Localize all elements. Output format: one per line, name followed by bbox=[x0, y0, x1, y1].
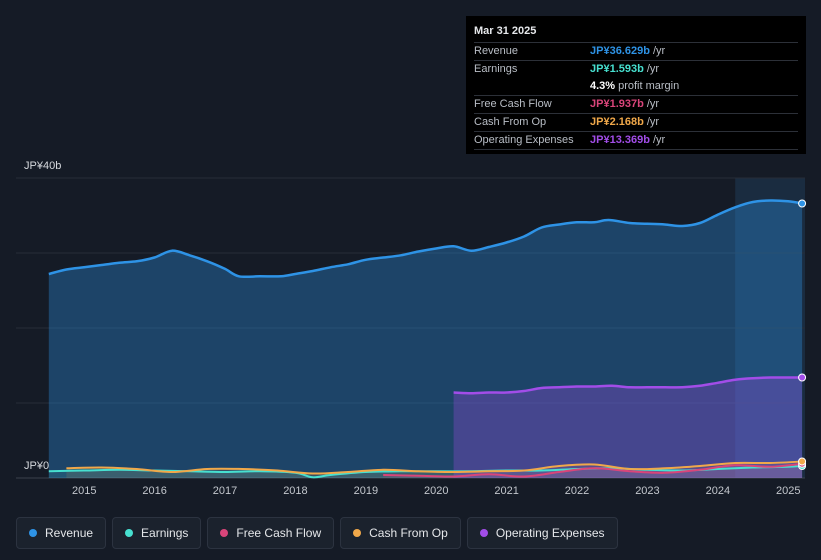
revenue-area bbox=[48, 200, 803, 479]
legend-item-earnings[interactable]: Earnings bbox=[112, 517, 202, 549]
tooltip-panel: Mar 31 2025 Revenue JP¥36.629b/yr Earnings… bbox=[466, 16, 806, 154]
tooltip-row-label: Cash From Op bbox=[474, 116, 547, 128]
revenue-end-marker bbox=[798, 199, 807, 208]
x-tick-label-2018: 2018 bbox=[283, 485, 308, 497]
legend-dot-icon bbox=[125, 529, 134, 537]
tooltip-row-value: JP¥1.593b bbox=[590, 63, 644, 75]
operating-expenses-line bbox=[453, 376, 803, 395]
x-tick-label-2022: 2022 bbox=[564, 485, 590, 497]
tooltip-row-unit: /yr bbox=[646, 116, 660, 128]
legend-item-free-cash-flow[interactable]: Free Cash Flow bbox=[207, 517, 335, 549]
x-tick-label-2023: 2023 bbox=[635, 485, 660, 497]
tooltip-row: Operating Expenses JP¥13.369b/yr bbox=[474, 132, 798, 150]
chart-area bbox=[16, 177, 807, 479]
legend-label: Revenue bbox=[45, 526, 94, 540]
tooltip-row: Cash From Op JP¥2.168b/yr bbox=[474, 114, 798, 132]
tooltip-row: Free Cash Flow JP¥1.937b/yr bbox=[474, 96, 798, 114]
tooltip-row: Earnings JP¥1.593b/yr bbox=[474, 61, 798, 78]
tooltip-row-label: Free Cash Flow bbox=[474, 98, 552, 110]
x-tick-label-2015: 2015 bbox=[72, 485, 97, 497]
tooltip-row: 4.3% profit margin bbox=[474, 78, 798, 96]
legend-label: Free Cash Flow bbox=[236, 526, 322, 540]
tooltip-row-label: Operating Expenses bbox=[474, 134, 574, 146]
tooltip-row-value: JP¥13.369b bbox=[590, 134, 650, 146]
tooltip-row-label: Earnings bbox=[474, 63, 518, 75]
cash-from-op-area bbox=[66, 461, 803, 478]
legend-label: Cash From Op bbox=[369, 526, 448, 540]
revenue-line bbox=[48, 199, 803, 279]
tooltip-row-value: JP¥2.168b bbox=[590, 116, 644, 128]
legend-label: Operating Expenses bbox=[495, 526, 605, 540]
tooltip-row-unit: /yr bbox=[646, 98, 660, 110]
tooltip-date: Mar 31 2025 bbox=[474, 24, 798, 43]
legend-dot-icon bbox=[353, 529, 362, 537]
tooltip-row-unit: /yr bbox=[652, 45, 666, 57]
x-tick-label-2017: 2017 bbox=[212, 485, 238, 497]
tooltip-row-label bbox=[474, 78, 590, 95]
y-tick-label-top: JP¥40b bbox=[24, 160, 62, 172]
x-tick-label-2019: 2019 bbox=[353, 485, 379, 497]
cash-from-op-end-marker bbox=[798, 457, 807, 466]
legend-item-revenue[interactable]: Revenue bbox=[16, 517, 107, 549]
legend-label: Earnings bbox=[141, 526, 189, 540]
y-tick-label-zero: JP¥0 bbox=[24, 460, 50, 472]
legend-dot-icon bbox=[479, 529, 488, 537]
x-tick-label-2020: 2020 bbox=[424, 485, 449, 497]
tooltip-row-value: JP¥36.629b bbox=[590, 45, 650, 57]
legend-item-operating-expenses[interactable]: Operating Expenses bbox=[466, 517, 618, 549]
free-cash-flow-line bbox=[383, 462, 803, 478]
series-areas bbox=[48, 200, 803, 479]
tooltip-row-unit: /yr bbox=[652, 134, 666, 146]
operating-expenses-area bbox=[453, 377, 803, 478]
x-tick-label-2021: 2021 bbox=[494, 485, 519, 497]
legend-dot-icon bbox=[220, 529, 229, 537]
tooltip-row-value: 4.3% bbox=[590, 80, 616, 92]
cash-from-op-line bbox=[66, 460, 803, 475]
legend: Revenue Earnings Free Cash Flow Cash From O… bbox=[16, 517, 618, 549]
tooltip-row-unit: profit margin bbox=[618, 80, 680, 92]
legend-dot-icon bbox=[29, 529, 37, 537]
tooltip-row-label: Revenue bbox=[474, 45, 519, 57]
operating-expenses-end-marker bbox=[798, 373, 807, 382]
legend-item-cash-from-op[interactable]: Cash From Op bbox=[340, 517, 461, 549]
tooltip-row: Revenue JP¥36.629b/yr bbox=[474, 43, 798, 61]
tooltip-row-unit: /yr bbox=[646, 63, 660, 75]
series-end-markers bbox=[798, 199, 807, 470]
tooltip-rows: Revenue JP¥36.629b/yr Earnings JP¥1.593b/yr… bbox=[474, 43, 798, 150]
x-tick-label-2025: 2025 bbox=[776, 485, 801, 497]
series-lines bbox=[48, 199, 803, 479]
x-tick-label-2024: 2024 bbox=[705, 485, 731, 497]
x-tick-label-2016: 2016 bbox=[142, 485, 167, 497]
tooltip-row-value: JP¥1.937b bbox=[590, 98, 644, 110]
